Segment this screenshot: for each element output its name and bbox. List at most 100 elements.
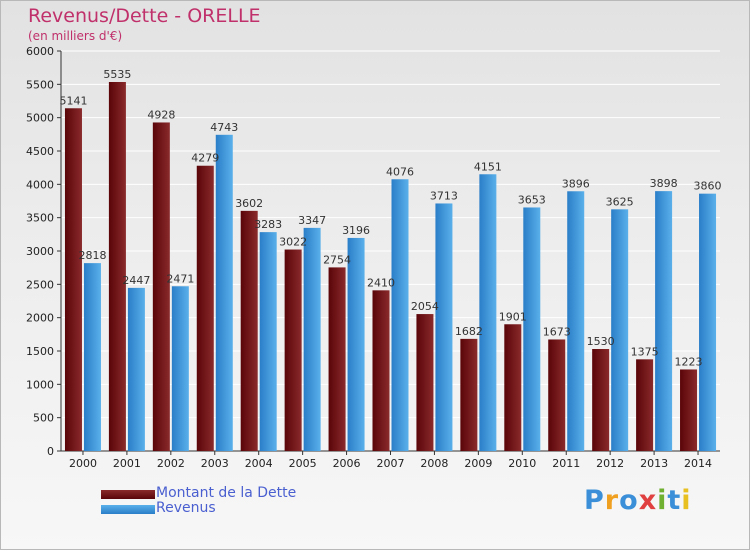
legend-swatch-revenus — [101, 505, 155, 514]
data-label-revenus: 4151 — [474, 160, 502, 173]
bar-dette — [504, 324, 522, 451]
data-label-dette: 2410 — [367, 276, 395, 289]
y-tick-label: 3000 — [26, 245, 54, 258]
bar-dette — [64, 108, 82, 452]
bar-dette — [108, 82, 126, 451]
data-label-revenus: 2471 — [166, 272, 194, 285]
data-label-dette: 2754 — [323, 253, 351, 266]
bar-dette — [460, 338, 478, 451]
bar-revenus — [391, 179, 409, 451]
y-tick-label: 2500 — [26, 278, 54, 291]
data-label-dette: 4279 — [191, 152, 219, 165]
y-tick-label: 1000 — [26, 378, 54, 391]
bar-dette — [240, 210, 258, 451]
gridlines — [61, 50, 720, 419]
x-tick-label: 2002 — [157, 457, 185, 470]
bar-revenus — [435, 203, 453, 451]
logo-letter: x — [638, 485, 658, 516]
data-label-revenus: 3860 — [694, 180, 722, 193]
data-label-dette: 5535 — [103, 68, 131, 81]
data-label-revenus: 3625 — [606, 195, 634, 208]
x-tick-label: 2006 — [333, 457, 361, 470]
legend-label-revenus: Revenus — [156, 500, 216, 516]
data-label-revenus: 3196 — [342, 224, 370, 237]
data-label-revenus: 3898 — [650, 177, 678, 190]
x-tick-label: 2003 — [201, 457, 229, 470]
data-label-dette: 3602 — [235, 197, 263, 210]
bar-revenus — [611, 209, 629, 451]
y-tick-label: 5500 — [26, 78, 54, 91]
bar-revenus — [259, 232, 277, 451]
bar-dette — [152, 122, 170, 451]
logo-letter: t — [667, 485, 682, 516]
bar-revenus — [523, 207, 541, 451]
bar-dette — [416, 314, 434, 451]
data-label-revenus: 3713 — [430, 189, 458, 202]
bar-revenus — [127, 287, 145, 451]
bar-revenus — [215, 134, 233, 452]
data-label-revenus: 3283 — [254, 218, 282, 231]
data-label-dette: 2054 — [411, 300, 439, 313]
x-tick-label: 2013 — [640, 457, 668, 470]
data-label-revenus: 2447 — [122, 274, 150, 287]
y-tick-label: 500 — [33, 412, 54, 425]
bar-revenus — [303, 227, 321, 451]
data-labels: 5141 2818 5535 2447 4928 2471 4279 4743 3602 3283… — [59, 68, 721, 368]
y-tick-label: 5000 — [26, 112, 54, 125]
y-tick-label: 4500 — [26, 145, 54, 158]
x-tick-label: 2004 — [245, 457, 273, 470]
y-tick-label: 0 — [47, 445, 54, 458]
bar-dette — [284, 249, 302, 451]
legend-swatch-dette — [101, 490, 155, 499]
y-tick-label: 3500 — [26, 212, 54, 225]
data-label-dette: 5141 — [59, 94, 87, 107]
logo-letter: i — [657, 485, 668, 516]
data-label-dette: 3022 — [279, 236, 307, 249]
y-tick-label: 1500 — [26, 345, 54, 358]
bar-revenus — [567, 191, 585, 451]
bar-revenus — [347, 237, 365, 451]
data-label-dette: 4928 — [147, 108, 175, 121]
bar-dette — [592, 349, 610, 451]
data-label-revenus: 4743 — [210, 121, 238, 134]
bars — [64, 82, 717, 452]
data-label-dette: 1530 — [587, 335, 615, 348]
data-label-revenus: 3896 — [562, 177, 590, 190]
data-label-dette: 1682 — [455, 325, 483, 338]
x-tick-label: 2014 — [684, 457, 712, 470]
bar-revenus — [171, 286, 189, 451]
logo-letter: P — [584, 485, 605, 516]
x-tick-label: 2011 — [552, 457, 580, 470]
x-tick-label: 2010 — [508, 457, 536, 470]
x-tick-label: 2008 — [420, 457, 448, 470]
bar-revenus — [655, 191, 673, 451]
proxiti-logo: Proxiti — [584, 485, 692, 516]
data-label-dette: 1673 — [543, 325, 571, 338]
data-label-dette: 1375 — [631, 345, 659, 358]
bar-dette — [372, 290, 390, 451]
legend-label-dette: Montant de la Dette — [156, 485, 297, 501]
data-label-revenus: 3347 — [298, 214, 326, 227]
bar-revenus — [479, 174, 497, 451]
logo-letter: o — [619, 485, 639, 516]
y-tick-label: 6000 — [26, 45, 54, 58]
x-tick-label: 2000 — [69, 457, 97, 470]
bar-dette — [636, 359, 654, 451]
bar-dette — [328, 267, 346, 451]
y-tick-label: 4000 — [26, 178, 54, 191]
logo-letter: i — [681, 485, 692, 516]
chart-subtitle: (en milliers d'€) — [28, 29, 123, 43]
x-tick-label: 2012 — [596, 457, 624, 470]
data-label-revenus: 4076 — [386, 165, 414, 178]
bar-revenus — [699, 193, 717, 451]
x-tick-label: 2005 — [289, 457, 317, 470]
data-label-revenus: 3653 — [518, 193, 546, 206]
data-label-dette: 1223 — [675, 355, 703, 368]
x-tick-label: 2007 — [377, 457, 405, 470]
data-label-dette: 1901 — [499, 310, 527, 323]
bar-dette — [196, 165, 214, 451]
x-tick-label: 2001 — [113, 457, 141, 470]
bar-dette — [680, 369, 698, 451]
x-tick-label: 2009 — [464, 457, 492, 470]
